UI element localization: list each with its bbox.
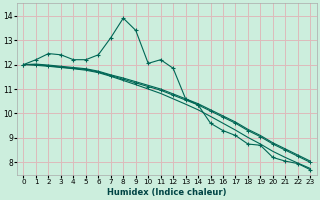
X-axis label: Humidex (Indice chaleur): Humidex (Indice chaleur) bbox=[107, 188, 227, 197]
